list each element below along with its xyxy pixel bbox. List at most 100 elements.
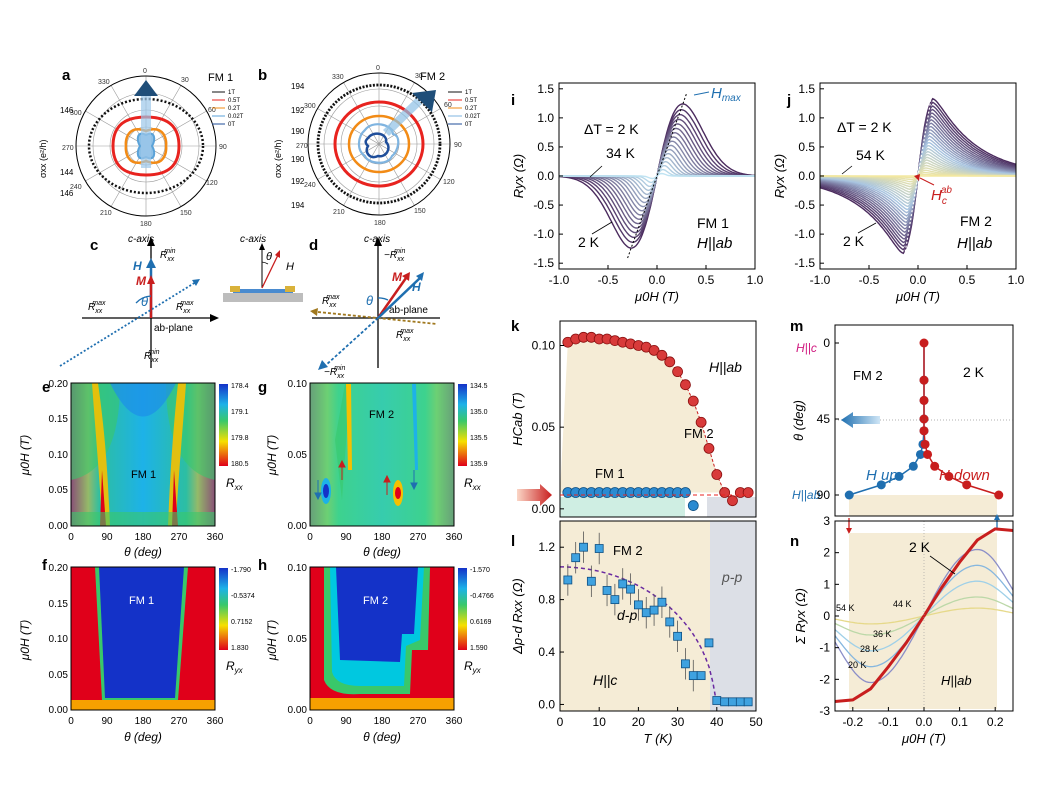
polar-b-sample: FM 2 (420, 71, 445, 83)
polar-a-angle: 270 (62, 145, 74, 152)
x-tick-label: 10 (593, 715, 607, 729)
map-g-quantity: Rxx (464, 476, 482, 492)
m-point (844, 490, 854, 500)
c-rotation-line (59, 281, 197, 367)
data-point (735, 697, 745, 707)
svg-text:0: 0 (68, 716, 74, 727)
polar-a-rtick: 146 (60, 106, 74, 115)
svg-text:0.05: 0.05 (49, 670, 69, 681)
svg-text:270: 270 (171, 532, 188, 543)
fm2-point (648, 344, 660, 356)
panel-label-e: e (42, 379, 50, 396)
x-tick-label: -0.2 (842, 715, 863, 729)
map-g-colorbar (458, 384, 467, 466)
polar-b-rtick: 194 (291, 201, 305, 210)
polar-b-angle: 150 (414, 208, 426, 215)
panel-label-n: n (790, 533, 799, 550)
m-point (919, 375, 929, 385)
y-tick-label: -1 (819, 641, 830, 655)
map-h-quantity: Ryx (464, 659, 482, 675)
m-Hab-label: H||ab (792, 488, 821, 502)
y-tick-label: 0.10 (532, 339, 556, 353)
axes-text: -1.0 -0.5 0.0 0.5 1.0 -1.5 -1.0 -0.5 0.0 0.5 1.0 1.… (510, 82, 1025, 746)
x-tick-label: 0.0 (910, 273, 927, 287)
polar-a-legend: 1T 0.5T 0.2T 0.02T 0T (212, 90, 244, 128)
panel-c: c c-axis ab-plane H M θ Rxxmin Rxxmax Rx… (59, 234, 303, 368)
polar-a-rtick: 146 (60, 189, 74, 198)
y-axis-label: Δp-d Rxx (Ω) (510, 578, 525, 655)
data-point (641, 608, 651, 618)
x-tick-label: 0.2 (987, 715, 1004, 729)
svg-text:0.2T: 0.2T (465, 106, 477, 112)
polar-a-angle: 300 (70, 110, 82, 117)
panel-label-i: i (511, 92, 515, 109)
panel-label-c: c (90, 237, 98, 254)
panel-label-j: j (786, 92, 791, 109)
data-point (649, 605, 659, 615)
data-point (563, 575, 573, 585)
d-rmin-top: −Rxxmin (384, 248, 405, 263)
ab-plane-label: ab-plane (154, 323, 193, 334)
map-f-ylabel: μ0H (T) (18, 620, 32, 662)
y-tick-label: -2 (819, 672, 830, 686)
m-point (908, 461, 918, 471)
svg-text:0.00: 0.00 (288, 521, 308, 532)
fm2-point (695, 416, 707, 428)
polar-a-angle: 120 (206, 180, 218, 187)
m-point (994, 490, 1004, 500)
y-tick-label: 0 (823, 336, 830, 350)
panel-label-b: b (258, 67, 267, 84)
x-axis-label: μ0H (T) (901, 731, 946, 746)
data-point (688, 671, 698, 681)
i-2K-label: 2 K (578, 234, 600, 250)
svg-text:0.10: 0.10 (49, 634, 69, 645)
fm2-point (664, 356, 676, 368)
fm1-point (687, 500, 699, 511)
c-theta-label: θ (141, 294, 148, 309)
k-fm1-fill (560, 497, 685, 517)
y-tick-label: 90 (817, 488, 831, 502)
fm1-point (680, 487, 691, 498)
fm2-point (672, 366, 683, 378)
panel-j: j ΔT = 2 K 54 K 2 K Hcab FM 2 H||ab (786, 82, 1017, 270)
svg-text:0T: 0T (228, 122, 235, 128)
polar-b-ring-0.2T (347, 114, 411, 174)
y-tick-label: 0.0 (537, 169, 554, 183)
y-tick-label: 1.0 (537, 111, 554, 125)
l-pp-fill (710, 521, 756, 711)
n-2K-label: 2 K (909, 539, 931, 555)
polar-a-angle: 210 (100, 210, 112, 217)
panel-label-m: m (790, 318, 803, 335)
d-M-label: M (392, 270, 403, 284)
m-point (919, 426, 929, 436)
i-fm-label: FM 1 (697, 215, 729, 231)
svg-text:135.9: 135.9 (470, 461, 488, 468)
polar-a-arrow-head (134, 80, 158, 96)
map-g-sample: FM 2 (369, 409, 394, 421)
x-axis-label: T (K) (644, 731, 673, 746)
svg-text:0.7152: 0.7152 (231, 619, 253, 626)
y-tick-label: 0.00 (532, 502, 556, 516)
svg-text:0.5T: 0.5T (228, 98, 240, 104)
polar-b-ring-0.5T (333, 100, 425, 188)
y-tick-label: 1.2 (538, 540, 555, 554)
map-e-sample: FM 1 (131, 469, 156, 481)
svg-text:0.15: 0.15 (49, 599, 69, 610)
m-down-label: H down (939, 467, 990, 484)
c-inset-H: H (286, 261, 294, 273)
i-Hmax-label: Hmax (711, 85, 742, 104)
plot-l (560, 531, 753, 707)
svg-text:0.15: 0.15 (49, 414, 69, 425)
y-tick-label: 0.5 (798, 140, 815, 154)
x-tick-label: 1.0 (747, 273, 764, 287)
panel-label-k: k (511, 318, 520, 335)
panel-label-a: a (62, 67, 71, 84)
l-H-label: H||c (593, 672, 617, 688)
svg-text:-1.790: -1.790 (231, 567, 251, 574)
svg-text:0.02T: 0.02T (228, 114, 244, 120)
svg-text:0: 0 (307, 532, 313, 543)
svg-text:135.0: 135.0 (470, 409, 488, 416)
i-H-label: H||ab (697, 235, 732, 252)
x-axis-label: μ0H (T) (634, 289, 679, 304)
polar-b-ylabel: σxx (e²/h) (273, 139, 283, 178)
